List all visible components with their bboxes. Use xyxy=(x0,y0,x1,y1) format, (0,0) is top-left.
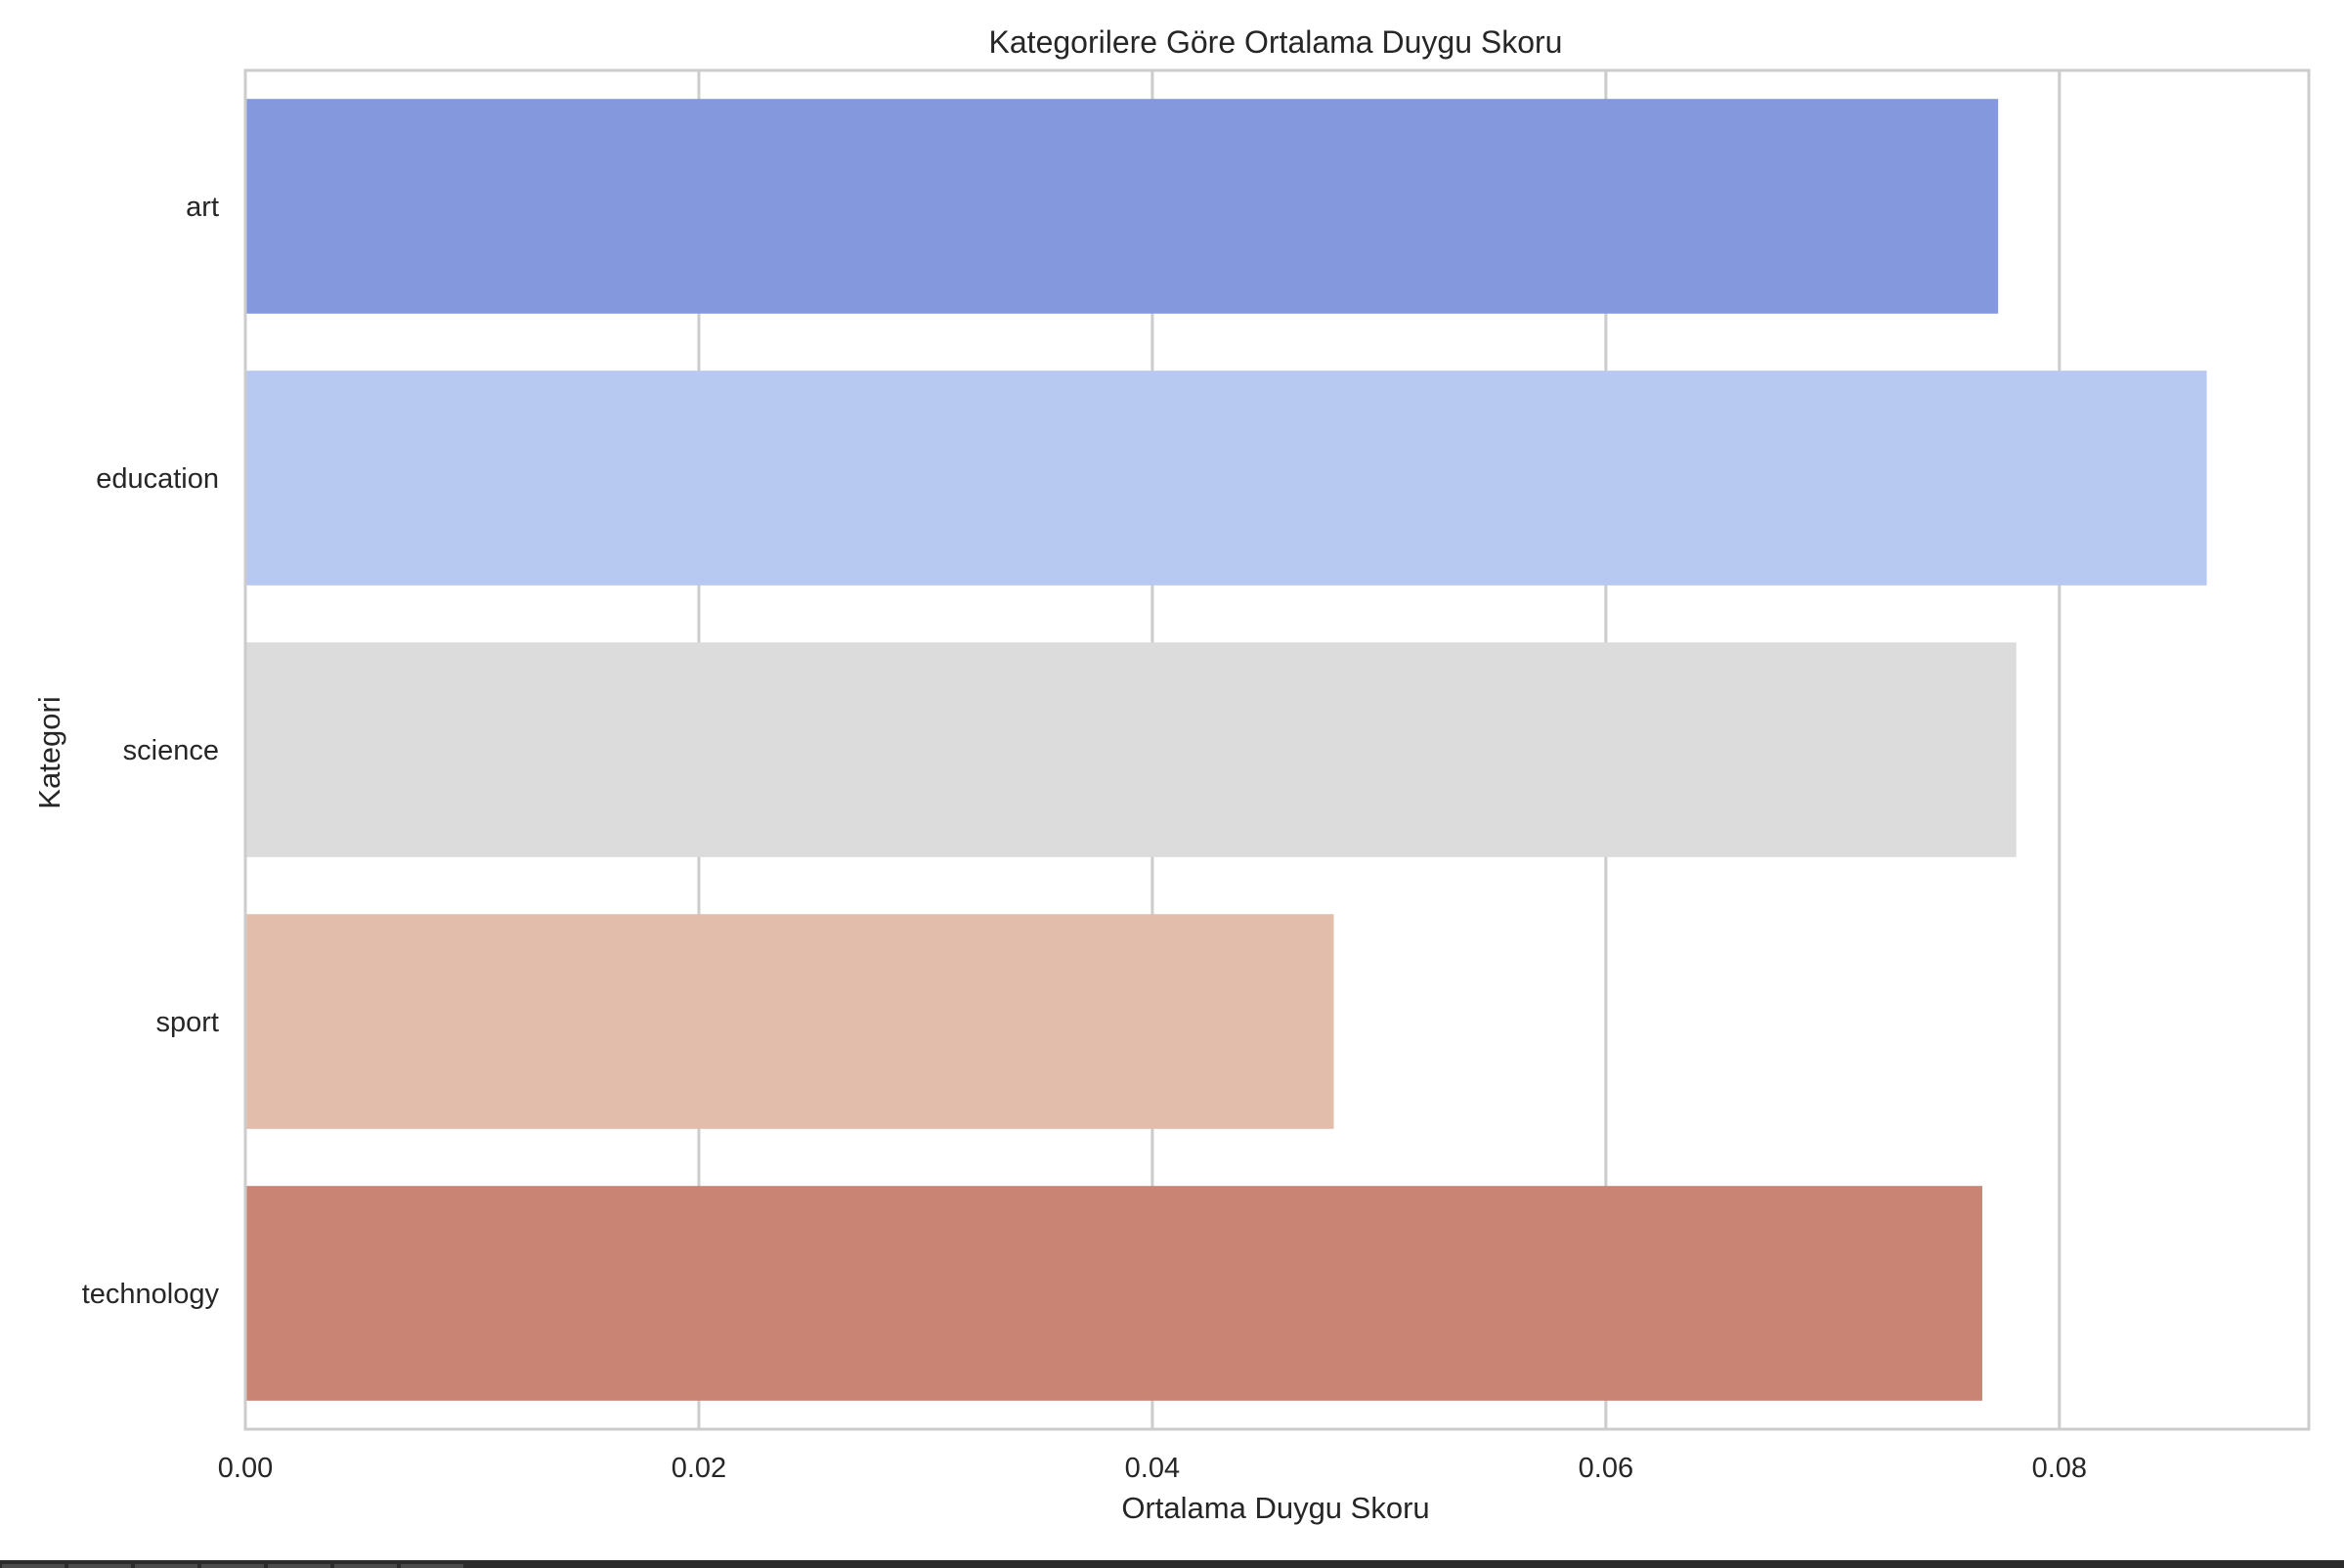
y-axis-label: Kategori xyxy=(32,696,66,808)
y-tick-label: science xyxy=(123,735,219,766)
x-tick-label: 0.02 xyxy=(672,1453,726,1484)
bar-sport xyxy=(245,914,1334,1129)
x-tick-labels: 0.00 0.02 0.04 0.06 0.08 xyxy=(218,1453,2087,1484)
taskbar-slot[interactable] xyxy=(135,1564,197,1568)
bar-education xyxy=(245,370,2207,586)
x-tick-label: 0.04 xyxy=(1125,1453,1180,1484)
bar-technology xyxy=(245,1186,1982,1401)
bars xyxy=(245,99,2207,1401)
y-tick-labels: art education science sport technology xyxy=(82,192,220,1310)
chart-title: Kategorilere Göre Ortalama Duygu Skoru xyxy=(989,24,1563,60)
y-tick-label: education xyxy=(96,463,219,495)
taskbar-slot[interactable] xyxy=(401,1564,463,1568)
bar-science xyxy=(245,642,2017,857)
x-tick-label: 0.00 xyxy=(218,1453,273,1484)
bar-art xyxy=(245,99,1999,314)
x-axis-label: Ortalama Duygu Skoru xyxy=(1121,1491,1429,1525)
taskbar-slot[interactable] xyxy=(334,1564,397,1568)
taskbar-slot[interactable] xyxy=(2,1564,65,1568)
y-tick-label: art xyxy=(186,192,219,223)
taskbar-slot[interactable] xyxy=(201,1564,264,1568)
x-tick-label: 0.06 xyxy=(1579,1453,1633,1484)
y-tick-label: technology xyxy=(82,1279,220,1310)
plot-frame xyxy=(243,68,2311,1431)
taskbar-slot[interactable] xyxy=(68,1564,131,1568)
y-tick-label: sport xyxy=(156,1007,219,1038)
taskbar-slot[interactable] xyxy=(268,1564,330,1568)
x-tick-label: 0.08 xyxy=(2032,1453,2087,1484)
taskbar xyxy=(0,1560,2344,1568)
